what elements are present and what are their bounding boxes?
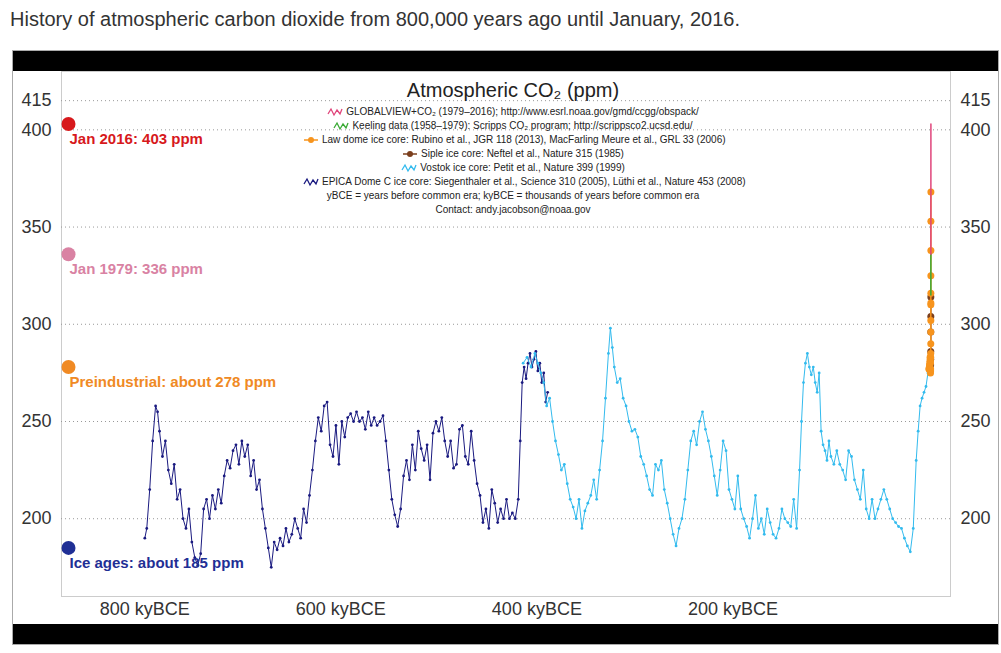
svg-text:415: 415	[961, 90, 991, 110]
svg-text:300: 300	[961, 314, 991, 334]
html-text:Contact: andy.jacobson@noaa.go: Contact: andy.jacobson@noaa.gov	[435, 204, 591, 215]
svg-text:Ice ages: about 185 ppm: Ice ages: about 185 ppm	[70, 554, 244, 571]
svg-text:200: 200	[961, 508, 991, 528]
svg-text:350: 350	[961, 217, 991, 237]
html-text:GLOBALVIEW+CO₂ (1979–2016); ht: GLOBALVIEW+CO₂ (1979–2016); http://www.e…	[346, 106, 699, 117]
svg-text:350: 350	[21, 217, 51, 237]
html-text:Atmospheric CO₂ (ppm): Atmospheric CO₂ (ppm)	[406, 79, 620, 101]
svg-text:415: 415	[21, 90, 51, 110]
svg-text:300: 300	[21, 314, 51, 334]
html-text:Vostok ice core: Petit et al.,: Vostok ice core: Petit et al., Nature 39…	[420, 162, 625, 173]
html-text:EPICA Dome C ice core: Siegent: EPICA Dome C ice core: Siegenthaler et a…	[322, 176, 746, 187]
svg-text:400: 400	[21, 120, 51, 140]
svg-text:Jan 1979: 336 ppm: Jan 1979: 336 ppm	[70, 260, 203, 277]
svg-text:Jan 2016: 403 ppm: Jan 2016: 403 ppm	[70, 130, 203, 147]
html-text:Keeling data (1958–1979): Scri: Keeling data (1958–1979): Scripps CO₂ pr…	[352, 120, 693, 131]
html-text:yBCE = years before common era: yBCE = years before common era; kyBCE = …	[326, 190, 700, 201]
svg-text:800 kyBCE: 800 kyBCE	[100, 599, 190, 619]
html-text:History of atmospheric carbon: History of atmospheric carbon dioxide fr…	[10, 8, 740, 30]
html-text:Siple ice core: Neftel et al.,: Siple ice core: Neftel et al., Nature 31…	[421, 148, 624, 159]
svg-text:200: 200	[21, 508, 51, 528]
svg-text:400: 400	[961, 120, 991, 140]
svg-text:250: 250	[21, 411, 51, 431]
svg-text:200 kyBCE: 200 kyBCE	[688, 599, 778, 619]
html-text:Law dome ice core: Rubino et a: Law dome ice core: Rubino et al., JGR 11…	[322, 134, 726, 145]
svg-text:400 kyBCE: 400 kyBCE	[492, 599, 582, 619]
svg-text:600 kyBCE: 600 kyBCE	[296, 599, 386, 619]
svg-text:250: 250	[961, 411, 991, 431]
svg-text:Preindustrial: about 278 ppm: Preindustrial: about 278 ppm	[70, 373, 277, 390]
